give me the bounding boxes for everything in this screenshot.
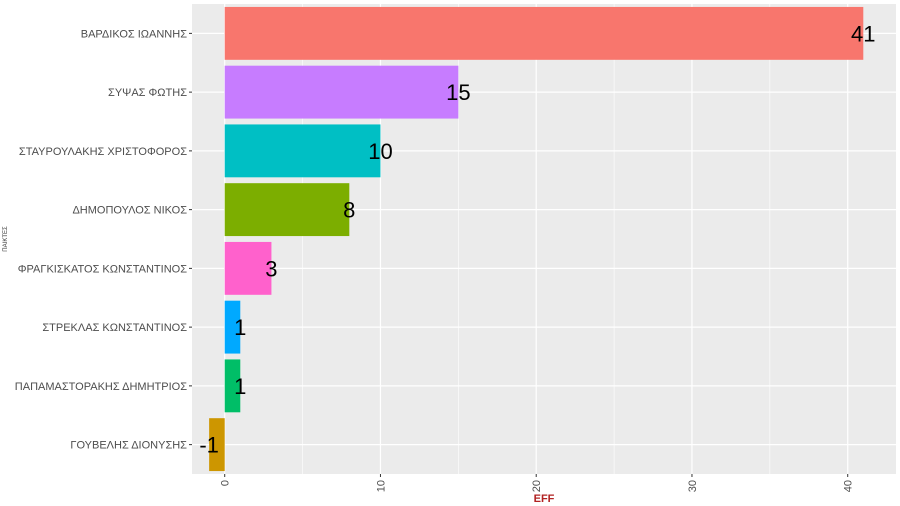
- category-label: ΦΡΑΓΚΙΣΚΑΤΟΣ ΚΩΝΣΤΑΝΤΙΝΟΣ: [18, 263, 187, 275]
- category-label: ΔΗΜΟΠΟΥΛΟΣ ΝΙΚΟΣ: [72, 205, 187, 217]
- data-label: 8: [343, 198, 355, 223]
- data-label: 3: [265, 256, 277, 281]
- category-label: ΣΥΨΑΣ ΦΩΤΗΣ: [108, 87, 187, 99]
- bar: [224, 6, 864, 60]
- x-tick-label: 10: [375, 480, 387, 492]
- bar: [224, 359, 241, 413]
- bar: [224, 124, 381, 178]
- bar: [224, 300, 241, 354]
- x-axis-title: EFF: [534, 493, 555, 505]
- x-tick-label: 40: [843, 480, 855, 492]
- x-tick-label: 0: [220, 480, 232, 486]
- bar: [224, 65, 459, 119]
- category-label: ΠΑΠΑΜΑΣΤΟΡΑΚΗΣ ΔΗΜΗΤΡΙΟΣ: [15, 381, 187, 393]
- x-tick-label: 30: [687, 480, 699, 492]
- bars-group: [209, 6, 864, 472]
- data-label: -1: [199, 433, 219, 458]
- y-axis: ΒΑΡΔΙΚΟΣ ΙΩΑΝΝΗΣ ΣΥΨΑΣ ΦΩΤΗΣ ΣΤΑΥΡΟΥΛΑΚΗΣ …: [15, 28, 192, 452]
- data-label: 10: [368, 139, 392, 164]
- bar: [224, 241, 272, 295]
- bar: [209, 418, 225, 472]
- data-label: 1: [234, 374, 246, 399]
- x-tick-label: 20: [531, 480, 543, 492]
- category-label: ΣΤΑΥΡΟΥΛΑΚΗΣ ΧΡΙΣΤΟΦΟΡΟΣ: [19, 146, 187, 158]
- data-label: 1: [234, 315, 246, 340]
- category-label: ΒΑΡΔΙΚΟΣ ΙΩΑΝΝΗΣ: [81, 28, 187, 40]
- y-axis-title: ΠΑΙΚΤΕΣ: [3, 226, 9, 252]
- data-labels-group: 41 15 10 8 3 1 1 -1: [199, 21, 875, 457]
- bar: [224, 183, 350, 237]
- data-label: 15: [446, 80, 470, 105]
- data-label: 41: [851, 21, 875, 46]
- category-label: ΣΤΡΕΚΛΑΣ ΚΩΝΣΤΑΝΤΙΝΟΣ: [42, 322, 187, 334]
- x-axis: 0 10 20 30 40: [220, 474, 855, 492]
- category-label: ΓΟΥΒΕΛΗΣ ΔΙΟΝΥΣΗΣ: [70, 440, 187, 452]
